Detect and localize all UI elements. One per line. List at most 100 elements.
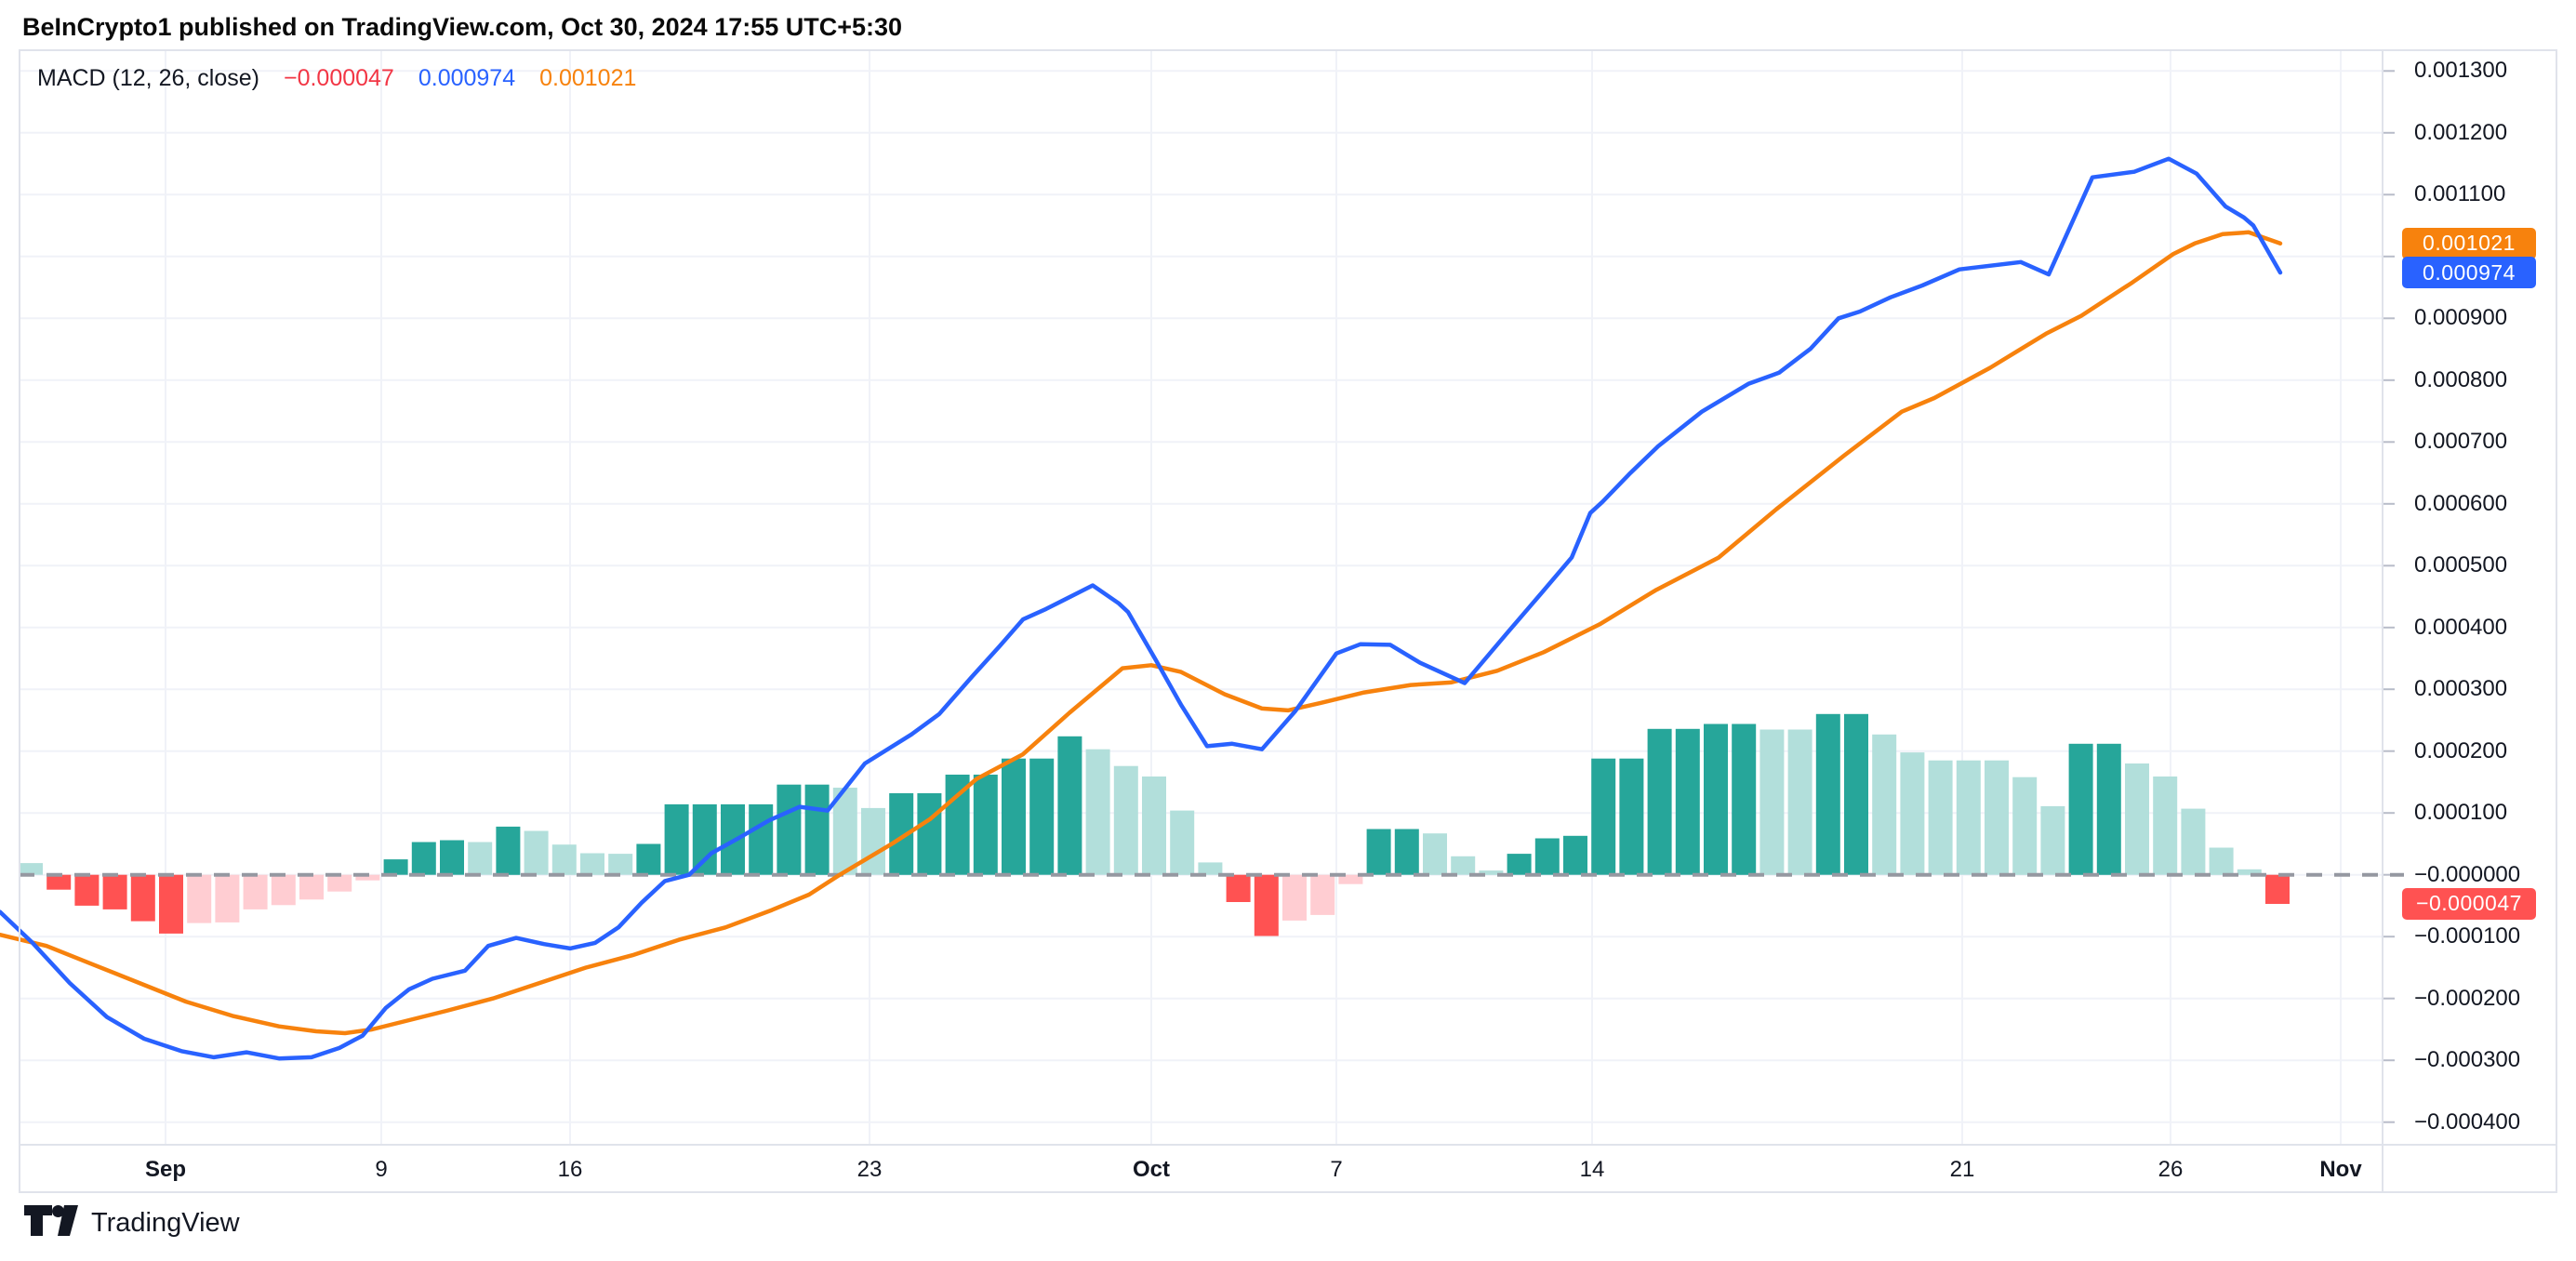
histogram-bar <box>1900 752 1925 875</box>
histogram-bar <box>1591 758 1616 875</box>
histogram-bar <box>215 874 240 923</box>
tradingview-logo[interactable]: TradingView <box>24 1205 240 1241</box>
tradingview-logo-text: TradingView <box>91 1208 240 1238</box>
histogram-bar <box>2125 763 2149 875</box>
price-axis-label: −0.000400 <box>2414 1108 2521 1135</box>
histogram-bar <box>861 807 885 875</box>
time-axis-label: 16 <box>557 1157 583 1182</box>
histogram-bar <box>1394 829 1419 875</box>
macd-value-badge: 0.000974 <box>2402 257 2536 289</box>
histogram-bar <box>355 874 380 881</box>
histogram-bar <box>1423 833 1447 875</box>
price-axis-label: 0.000300 <box>2414 676 2508 702</box>
indicator-title-row: MACD (12, 26, close) −0.000047 0.000974 … <box>37 65 636 92</box>
frame-top-border <box>19 49 2557 51</box>
histogram-bar <box>777 784 802 875</box>
price-axis-label: 0.000900 <box>2414 305 2508 331</box>
time-axis-label: 23 <box>856 1157 883 1182</box>
histogram-bar <box>580 853 604 875</box>
histogram-bar <box>1085 749 1110 875</box>
histogram-bar <box>1619 758 1644 875</box>
histogram-bar <box>1338 874 1363 884</box>
price-axis-label: 0.001200 <box>2414 119 2508 145</box>
histogram-bar <box>832 788 857 875</box>
time-axis-label: 9 <box>375 1157 388 1182</box>
price-axis-label: −0.000100 <box>2414 923 2521 949</box>
histogram-bar <box>1956 760 1981 875</box>
histogram-bar <box>46 874 72 890</box>
histogram-bar <box>1872 734 1897 875</box>
histogram-bar <box>1310 874 1335 915</box>
histogram-bar <box>1732 723 1757 875</box>
price-axis-label: 0.000400 <box>2414 614 2508 640</box>
indicator-value-signal: 0.001021 <box>539 65 637 91</box>
histogram-bar <box>1113 765 1138 875</box>
histogram-bar <box>917 793 942 875</box>
time-axis-separator <box>19 1144 2557 1146</box>
histogram-bar <box>804 784 830 875</box>
histogram-bar <box>2265 874 2290 904</box>
histogram-bar <box>1787 729 1812 875</box>
price-axis-label: 0.000600 <box>2414 490 2508 516</box>
time-axis-label: 14 <box>1579 1157 1605 1182</box>
histogram-bar <box>74 874 100 906</box>
histogram-bar <box>551 844 577 875</box>
price-axis-label: 0.000500 <box>2414 552 2508 578</box>
histogram-value-badge: −0.000047 <box>2402 887 2536 920</box>
histogram-bar <box>159 874 183 934</box>
time-axis-label: Sep <box>144 1157 187 1182</box>
frame-left-border <box>19 49 20 1193</box>
histogram-bar <box>1226 874 1251 902</box>
attribution-text: BeInCrypto1 published on TradingView.com… <box>22 13 903 41</box>
histogram-bar <box>1451 856 1476 875</box>
histogram-bar <box>1704 723 1728 875</box>
histogram-bar <box>2181 808 2206 875</box>
price-axis-label: 0.000800 <box>2414 366 2508 392</box>
histogram-bar <box>1507 854 1532 875</box>
histogram-bar <box>1198 862 1223 875</box>
histogram-bar <box>411 842 436 875</box>
histogram-bar <box>608 854 633 875</box>
price-axis-label: 0.000200 <box>2414 737 2508 763</box>
histogram-bar <box>2012 777 2038 875</box>
histogram-bar <box>1142 777 1166 875</box>
histogram-bar <box>1675 728 1700 875</box>
histogram-bar <box>299 874 324 900</box>
tradingview-logo-icon <box>24 1205 78 1241</box>
frame-bottom-border <box>19 1191 2557 1193</box>
histogram-bar <box>1029 758 1055 875</box>
histogram-bar <box>440 840 464 875</box>
histogram-bar <box>1057 736 1082 875</box>
histogram-bar <box>1170 810 1195 875</box>
histogram-bar <box>2068 743 2093 875</box>
histogram-bar <box>1563 835 1587 875</box>
histogram-bar <box>1647 728 1672 875</box>
price-axis-label: −0.000300 <box>2414 1047 2521 1073</box>
histogram-bar <box>636 843 661 875</box>
price-axis-label: 0.000100 <box>2414 800 2508 826</box>
histogram-bar <box>1928 760 1953 875</box>
histogram-bar <box>468 842 493 875</box>
histogram-bar <box>2237 869 2262 875</box>
indicator-name: MACD (12, 26, close) <box>37 65 259 91</box>
histogram-bar <box>1002 758 1026 875</box>
time-axis-label: 21 <box>1949 1157 1975 1182</box>
histogram-bar <box>1815 713 1840 875</box>
histogram-bar <box>130 874 155 922</box>
histogram-bar <box>2153 777 2178 875</box>
histogram-bar <box>692 803 717 875</box>
histogram-bar <box>1985 760 2009 875</box>
time-axis-label: 26 <box>2158 1157 2184 1182</box>
histogram-bar <box>2209 847 2234 875</box>
histogram-bar <box>187 874 212 923</box>
price-axis-label: −0.000200 <box>2414 985 2521 1011</box>
histogram-bar <box>1759 729 1785 875</box>
histogram-bar <box>496 826 521 875</box>
price-axis-label: 0.001100 <box>2414 181 2506 207</box>
time-axis-label: Nov <box>2319 1157 2362 1182</box>
price-axis-label: 0.001300 <box>2414 58 2508 84</box>
signal-value-badge: 0.001021 <box>2402 227 2536 259</box>
price-axis-label: −0.000000 <box>2414 861 2521 887</box>
histogram-bar <box>945 775 970 875</box>
